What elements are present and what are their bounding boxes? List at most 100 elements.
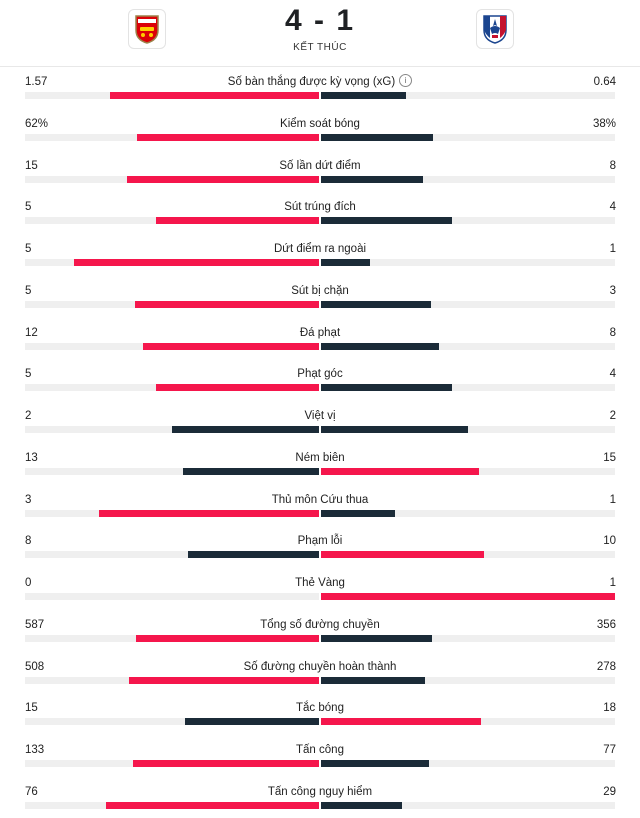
away-stat-value: 15 [603,451,616,464]
home-stat-bar [132,760,319,767]
away-stat-value: 4 [609,368,616,381]
away-stat-value: 278 [596,660,616,673]
away-stat-bar [321,634,432,642]
stat-label-text: Thủ môn Cứu thua [271,493,369,506]
home-stat-value: 13 [25,451,38,464]
crystal-palace-crest-icon [483,15,507,44]
home-stat-value: 133 [25,744,45,756]
home-stat-value: 1.57 [25,76,48,88]
home-stat-bar [188,551,319,559]
home-stat-track [25,801,319,809]
match-header: 4 - 1 KẾT THÚC [0,0,640,67]
stat-row: 62% Kiểm soát bóng 38% [0,108,640,150]
home-stat-value: 587 [25,618,45,631]
home-stat-value: 2 [25,410,32,422]
home-stat-bar [136,634,319,642]
home-stat-track [25,133,319,141]
stat-label-text: Số đường chuyền hoàn thành [243,660,397,673]
stat-label-text: Kiểm soát bóng [280,117,360,130]
home-stat-track [25,593,319,600]
home-stat-value: 15 [25,159,38,172]
home-stat-bar [135,300,319,308]
stat-label-text: Sút trúng đích [284,201,356,214]
away-stat-value: 1 [609,493,616,506]
stat-row: 133 Tấn công 77 [0,734,640,776]
home-stat-track [25,342,319,350]
arsenal-crest-icon [135,15,159,44]
away-stat-track [321,384,615,392]
stat-label-text: Tổng số đường chuyền [260,618,380,631]
stat-row: 508 Số đường chuyền hoàn thành 278 [0,651,640,693]
stat-row: 5 Sút trúng đích 4 [0,191,640,233]
stat-label: Phạm lỗi [0,534,640,548]
away-stat-bar [321,259,370,266]
stat-row: 15 Tắc bóng 18 [0,692,640,734]
stat-row: 13 Ném biên 15 [0,442,640,484]
away-stat-track [321,634,615,642]
away-stat-track [321,760,615,767]
away-stat-value: 29 [603,785,616,798]
home-stat-bar [106,801,319,809]
stat-label: Ném biên [0,451,640,465]
stat-label-text: Tắc bóng [296,702,344,715]
away-stat-value: 1 [609,243,616,255]
home-stat-value: 15 [25,702,38,715]
stat-label: Tổng số đường chuyền [0,618,640,632]
stat-row: 12 Đá phạt 8 [0,317,640,359]
stat-label-text: Phạt góc [297,368,343,381]
away-stat-bar [321,426,468,433]
stat-row: 0 Thẻ Vàng 1 [0,567,640,609]
stat-label: Số bàn thắng được kỳ vọng (xG) i [0,74,640,89]
away-stat-value: 2 [609,410,616,422]
home-stat-value: 76 [25,785,38,798]
match-score: 4 - 1 [284,4,356,37]
home-stat-bar [142,342,319,350]
home-stat-value: 8 [25,535,32,548]
home-stat-track [25,509,319,517]
away-stat-value: 10 [603,535,616,548]
away-stat-track [321,593,615,600]
away-stat-track [321,509,615,517]
info-icon[interactable]: i [399,74,413,88]
home-stat-bar [155,217,319,225]
away-stat-bar [321,467,479,475]
away-stat-value: 1 [609,577,616,589]
stat-row: 8 Phạm lỗi 10 [0,525,640,567]
away-stat-bar [321,92,407,99]
away-team-logo[interactable] [476,9,514,49]
stat-label: Sút bị chặn [0,284,640,298]
away-stat-bar [321,342,439,350]
home-stat-value: 0 [25,577,32,589]
away-stat-track [321,551,615,559]
home-stat-value: 62% [25,117,49,130]
home-stat-track [25,718,319,726]
stat-label-text: Dứt điểm ra ngoài [273,243,367,255]
home-stat-bar [127,175,319,183]
stat-row: 2 Việt vị 2 [0,400,640,442]
away-stat-track [321,718,615,726]
away-stat-value: 77 [603,744,616,756]
stat-label-text: Số bàn thắng được kỳ vọng (xG) [227,76,396,88]
stat-row: 76 Tấn công nguy hiểm 29 [0,776,640,818]
away-stat-track [321,426,615,433]
away-stat-bar [321,300,432,308]
away-stat-bar [321,384,452,392]
away-stat-track [321,175,615,183]
home-stat-bar [172,426,319,433]
stat-label: Tấn công [0,743,640,757]
home-team-logo[interactable] [128,9,166,49]
stat-row: 5 Phạt góc 4 [0,358,640,400]
home-stat-bar [110,92,319,99]
stat-row: 15 Số lần dứt điểm 8 [0,150,640,192]
away-stat-value: 38% [592,117,616,130]
stat-label: Thủ môn Cứu thua [0,493,640,507]
home-stat-track [25,551,319,559]
stat-label-text: Phạm lỗi [297,535,343,548]
away-stat-bar [321,718,482,726]
stat-row: 5 Dứt điểm ra ngoài 1 [0,233,640,275]
stat-label-text: Sút bị chặn [291,284,349,297]
home-stat-track [25,676,319,684]
stat-label: Tắc bóng [0,701,640,715]
home-stat-bar [182,467,319,475]
away-stat-bar [321,509,395,517]
